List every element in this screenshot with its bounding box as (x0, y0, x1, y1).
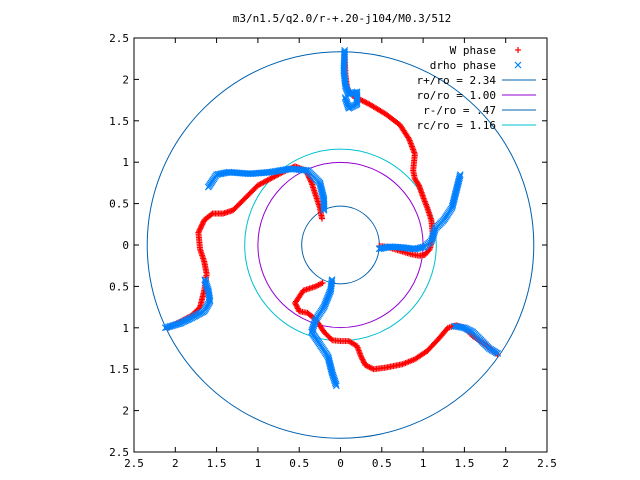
x-tick-label: 1.5 (207, 457, 227, 470)
x-tick-label: 2 (172, 457, 179, 470)
data-point (360, 98, 367, 105)
data-point (197, 224, 204, 231)
x-tick-label: 0.5 (289, 457, 309, 470)
data-point (359, 356, 366, 363)
data-point (362, 362, 369, 369)
x-tick-label: 0 (337, 457, 344, 470)
data-point (365, 363, 372, 370)
x-tick-label: 1 (420, 457, 427, 470)
data-point (305, 310, 312, 317)
points-layer (161, 46, 502, 390)
data-point (360, 357, 367, 364)
data-point (341, 94, 349, 101)
legend-label: rc/ro = 1.16 (417, 119, 496, 132)
y-tick-label: 2 (122, 73, 129, 86)
data-point (199, 221, 206, 228)
y-tick-label: 1 (122, 156, 129, 169)
data-point (319, 279, 326, 286)
y-axis-ticks: 2.5 2 1.5 1 0.5 0 0.5 1 1.5 2 2.5 (109, 32, 547, 459)
data-point (314, 282, 321, 289)
data-point (328, 277, 336, 285)
data-point (315, 282, 322, 289)
data-point (198, 222, 205, 229)
data-point (375, 245, 383, 253)
y-tick-label: 0.5 (109, 280, 129, 293)
data-point (196, 228, 203, 235)
data-point (359, 97, 366, 104)
data-point (360, 359, 367, 366)
data-point (494, 350, 502, 357)
data-point (208, 211, 215, 218)
data-point (312, 283, 319, 290)
x-axis-ticks: 2.5 2 1.5 1 0.5 0 0.5 1 1.5 2 2.5 (124, 38, 557, 470)
y-tick-label: 2 (122, 405, 129, 418)
data-point (199, 219, 206, 226)
legend-label: r+/ro = 2.34 (417, 74, 497, 87)
data-point (369, 365, 376, 372)
data-point (296, 308, 303, 315)
data-point (201, 276, 209, 284)
data-point (367, 364, 374, 371)
y-tick-label: 1.5 (109, 115, 129, 128)
data-point (320, 203, 328, 211)
data-point (295, 306, 302, 313)
legend: W phase drho phase r+/ro = 2.34 ro/ro = 1.0… (417, 44, 536, 132)
x-tick-label: 2.5 (124, 457, 144, 470)
x-tick-label: 0.5 (372, 457, 392, 470)
y-tick-label: 0 (122, 239, 129, 252)
data-point (201, 277, 209, 285)
x-tick-label: 2 (502, 457, 509, 470)
data-point (342, 95, 350, 103)
reference-circle (301, 205, 380, 285)
y-tick-label: 2.5 (109, 446, 129, 459)
data-point (328, 276, 336, 284)
y-tick-label: 1 (122, 322, 129, 335)
data-point (363, 99, 370, 106)
data-point (366, 364, 373, 371)
data-point (319, 215, 326, 222)
legend-label: r-/ro = .47 (423, 104, 496, 117)
legend-label: W phase (450, 44, 496, 57)
data-point (353, 97, 361, 105)
data-point (196, 226, 203, 233)
data-point (370, 366, 377, 373)
data-point (195, 229, 202, 236)
data-point (415, 181, 422, 188)
data-point (377, 245, 385, 252)
data-point (316, 281, 323, 288)
y-tick-label: 0.5 (109, 198, 129, 211)
legend-label: ro/ro = 1.00 (417, 89, 496, 102)
x-tick-label: 1.5 (454, 457, 474, 470)
data-point (294, 304, 301, 311)
y-tick-label: 2.5 (109, 32, 129, 45)
legend-swatch (515, 47, 521, 53)
data-point (320, 205, 328, 213)
data-point (358, 355, 365, 362)
data-point (294, 305, 301, 312)
data-point (197, 225, 204, 232)
legend-label: drho phase (430, 59, 496, 72)
data-point (361, 360, 368, 367)
y-tick-label: 1.5 (109, 363, 129, 376)
chart-title: m3/n1.5/q2.0/r-+.20-j104/M0.3/512 (233, 12, 452, 25)
data-point (320, 206, 328, 214)
data-point (362, 99, 369, 106)
legend-swatch (514, 61, 522, 69)
x-tick-label: 2.5 (537, 457, 557, 470)
x-tick-label: 1 (255, 457, 262, 470)
reference-circle (146, 51, 535, 439)
data-point (347, 338, 354, 345)
data-point (318, 280, 325, 287)
